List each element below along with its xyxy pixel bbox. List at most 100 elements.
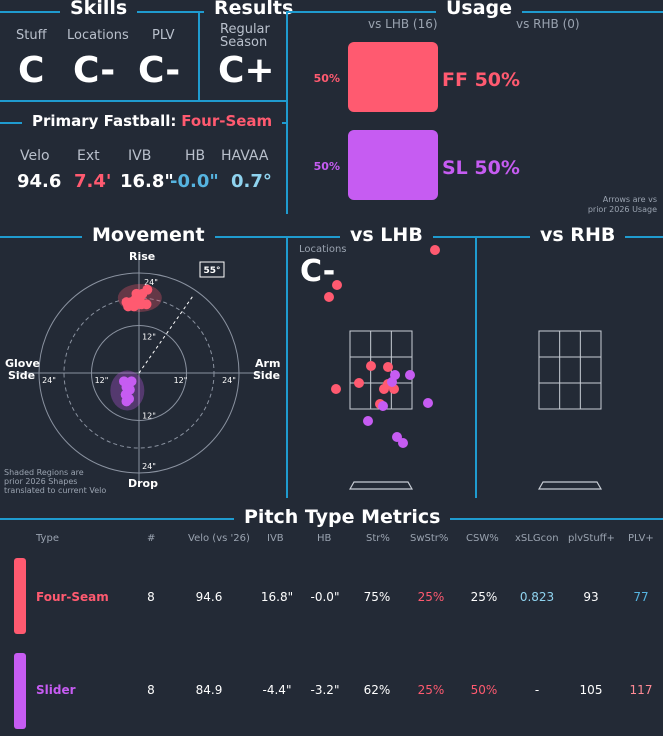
strike-zone xyxy=(538,330,602,410)
metrics-row-csw: 25% xyxy=(470,590,498,604)
results-grade: C+ xyxy=(218,50,275,91)
metrics-row-plvstuff: 105 xyxy=(579,683,603,697)
results-label-line1: Regular xyxy=(220,22,270,37)
skills-bottom-divider xyxy=(0,100,286,102)
movement-tick-label: 12" xyxy=(142,412,156,421)
slider-point xyxy=(121,396,132,407)
slider-location-point xyxy=(398,438,408,448)
metrics-header-count: # xyxy=(147,533,156,544)
usage-chart: 50% FF 50% 50% SL 50% xyxy=(314,42,520,200)
movement-ring-24 xyxy=(38,272,240,474)
metrics-header-str: Str% xyxy=(366,533,390,544)
four-seam-point xyxy=(134,293,145,303)
usage-bar-label: FF 50% xyxy=(442,69,520,91)
fb-hb-label: HB xyxy=(185,148,206,164)
plv-label: PLV xyxy=(152,28,175,43)
fb-velo-value: 94.6 xyxy=(17,171,62,192)
usage-value-label: 50% xyxy=(314,160,340,173)
locations-grade: C- xyxy=(73,50,116,91)
vs-lhb-chart xyxy=(324,245,440,490)
usage-bar-label: SL 50% xyxy=(442,157,520,179)
movement-drop-label: Drop xyxy=(128,477,158,490)
vs-rhb-title: vs RHB xyxy=(530,224,626,246)
slider-location-point xyxy=(405,370,415,380)
metrics-row-xslgcon: 0.823 xyxy=(519,590,555,604)
metrics-title: Pitch Type Metrics xyxy=(234,506,451,528)
plv-grade: C- xyxy=(138,50,181,91)
movement-note-line3: translated to current Velo xyxy=(4,486,107,495)
metrics-row-velo: 84.9 xyxy=(195,683,223,697)
slider-location-point xyxy=(363,416,373,426)
usage-note-line1: Arrows are vs xyxy=(602,195,657,204)
metrics-header-hb: HB xyxy=(317,533,332,544)
fb-hb-value: -0.0" xyxy=(170,171,219,192)
movement-note-line2: prior 2026 Shapes xyxy=(4,477,78,486)
locations-grade: C- xyxy=(300,254,336,289)
fb-ivb-value: 16.8" xyxy=(120,171,174,192)
fb-velo-label: Velo xyxy=(20,148,50,164)
vs-lhb-title: vs LHB xyxy=(340,224,433,246)
metrics-row-plv: 117 xyxy=(629,683,653,697)
primary-fastball-pitch: Four-Seam xyxy=(181,112,273,130)
lhb-rhb-divider xyxy=(475,236,477,498)
strike-zone xyxy=(349,330,413,410)
movement-tick-label: 12" xyxy=(174,376,188,385)
vs-rhb-chart xyxy=(537,330,603,490)
locations-label: Locations xyxy=(299,244,347,255)
skills-title: Skills xyxy=(60,0,138,19)
movement-tick-label: 24" xyxy=(222,376,236,385)
metrics-row-csw: 50% xyxy=(470,683,498,697)
movement-arm-angle-line xyxy=(138,294,194,374)
movement-glove-label-2: Side xyxy=(8,369,36,382)
metrics-row-swstr: 25% xyxy=(417,590,445,604)
four-seam-location-point xyxy=(383,362,393,372)
usage-value-label: 50% xyxy=(314,72,340,85)
usage-vs-rhb-label: vs RHB (0) xyxy=(516,17,580,31)
metrics-row-str: 62% xyxy=(363,683,391,697)
metrics-header-velo: Velo (vs '26) xyxy=(188,533,250,544)
metrics-row-swstr: 25% xyxy=(417,683,445,697)
locations-label: Locations xyxy=(67,28,129,43)
stuff-label: Stuff xyxy=(16,28,47,43)
metrics-header-plvstuff: plvStuff+ xyxy=(568,533,615,544)
movement-rise-label: Rise xyxy=(129,250,156,263)
fb-havaa-value: 0.7° xyxy=(231,171,272,192)
metrics-row-ivb: -4.4" xyxy=(262,683,292,697)
metrics-header-swstr: SwStr% xyxy=(410,533,449,544)
four-seam-location-point xyxy=(324,292,334,302)
movement-tick-label: 24" xyxy=(42,376,56,385)
fb-havaa-label: HAVAA xyxy=(221,148,269,164)
slider-location-point xyxy=(387,377,397,387)
usage-vs-lhb-label: vs LHB (16) xyxy=(368,17,438,31)
fb-ext-label: Ext xyxy=(77,148,100,164)
movement-arm-angle-label: 55° xyxy=(203,266,220,276)
metrics-row-plv: 77 xyxy=(633,590,649,604)
metrics-header-xslgcon: xSLGcon xyxy=(515,533,559,544)
fb-ivb-label: IVB xyxy=(128,148,152,164)
primary-fastball-label: Primary Fastball: xyxy=(32,112,177,130)
metrics-row-str: 75% xyxy=(363,590,391,604)
metrics-row-type: Slider xyxy=(36,683,76,697)
movement-tick-label: 24" xyxy=(142,462,156,471)
movement-right-border xyxy=(286,236,288,498)
middle-top-divider xyxy=(0,236,663,238)
movement-arm-label-1: Arm xyxy=(255,357,281,370)
metrics-header-csw: CSW% xyxy=(466,533,499,544)
metrics-row-count: 8 xyxy=(147,683,155,697)
metrics-row-hb: -0.0" xyxy=(310,590,340,604)
fb-ext-value: 7.4' xyxy=(74,171,112,192)
slider-location-point xyxy=(423,398,433,408)
metrics-header-ivb: IVB xyxy=(267,533,284,544)
metrics-row-velo: 94.6 xyxy=(195,590,223,604)
metrics-row-ivb: 16.8" xyxy=(260,590,294,604)
usage-note-line2: prior 2026 Usage xyxy=(587,205,657,214)
four-seam-location-point xyxy=(366,361,376,371)
movement-note-line1: Shaded Regions are xyxy=(4,468,84,477)
results-label-line2: Season xyxy=(220,35,268,50)
metrics-row-count: 8 xyxy=(147,590,155,604)
movement-glove-label-1: Glove xyxy=(5,357,40,370)
four-seam-location-point xyxy=(332,280,342,290)
usage-left-border xyxy=(286,11,288,214)
metrics-row-plvstuff: 93 xyxy=(583,590,599,604)
metrics-header-plv: PLV+ xyxy=(628,533,654,544)
